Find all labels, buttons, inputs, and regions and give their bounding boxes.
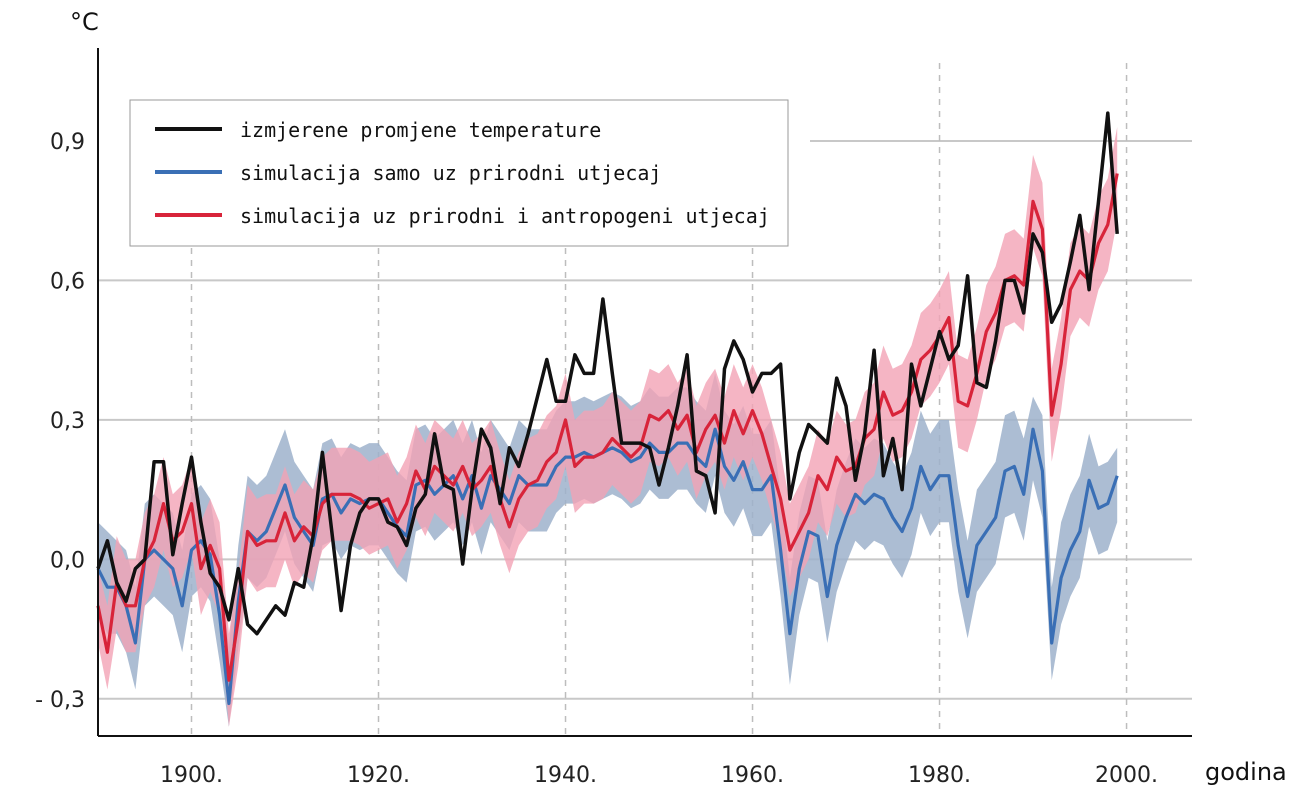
band-anthropogenic	[98, 127, 1118, 727]
x-tick-label: 1900.	[160, 763, 223, 788]
legend: izmjerene promjene temperature simulacij…	[129, 99, 789, 247]
x-axis-label: godina	[1205, 758, 1287, 786]
x-tick-label: 1960.	[721, 763, 784, 788]
uncertainty-bands	[98, 127, 1118, 727]
x-tick-label: 1920.	[347, 763, 410, 788]
anthropogenic-simulation-line	[96, 173, 1119, 682]
observed-temperature-line	[96, 111, 1119, 636]
x-tick-labels: 1900. 1920. 1940. 1960. 1980. 2000.	[160, 763, 1158, 788]
y-axis-unit: °C	[70, 8, 99, 36]
y-tick-label: 0,6	[50, 269, 85, 294]
y-tick-labels: - 0,3 0,0 0,3 0,6 0,9	[35, 130, 85, 713]
x-tick-label: 1980.	[908, 763, 971, 788]
x-tick-label: 2000.	[1095, 763, 1158, 788]
legend-box	[129, 99, 789, 247]
y-tick-label: 0,0	[50, 548, 85, 573]
legend-label-anthropogenic: simulacija uz prirodni i antropogeni utj…	[240, 204, 770, 228]
y-tick-label: 0,9	[50, 130, 85, 155]
y-tick-label: 0,3	[50, 409, 85, 434]
legend-label-observed: izmjerene promjene temperature	[240, 118, 601, 142]
series-lines	[96, 111, 1119, 706]
y-tick-label: - 0,3	[35, 688, 85, 713]
natural-simulation-line	[96, 427, 1119, 706]
legend-label-natural: simulacija samo uz prirodni utjecaj	[240, 161, 661, 185]
x-tick-label: 1940.	[534, 763, 597, 788]
